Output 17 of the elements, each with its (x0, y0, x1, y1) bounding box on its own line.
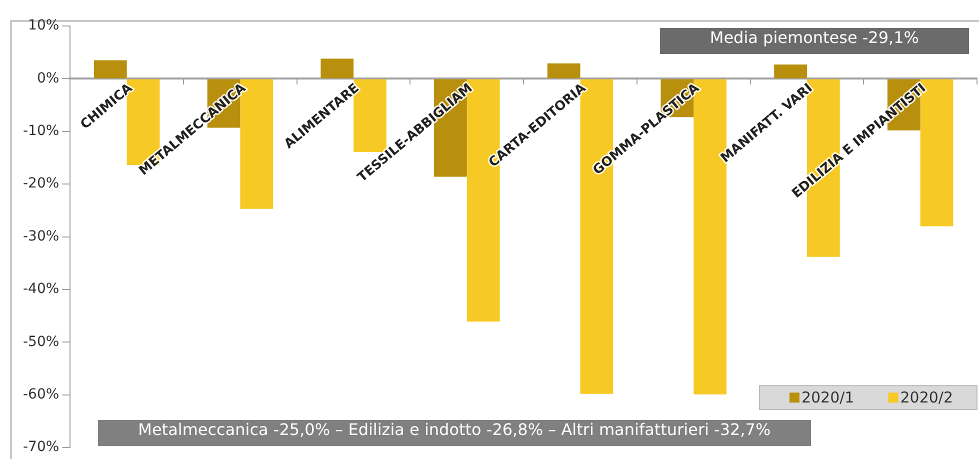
caption-box: Metalmeccanica -25,0% – Edilizia e indotto -26,8% – Altri manifatturieri -32,7% (98, 420, 811, 446)
bar (320, 58, 354, 78)
y-tick-label: -10% (22, 123, 60, 140)
y-tick-label: 0% (36, 70, 60, 86)
legend-label: 2020/1 (801, 388, 854, 406)
y-tick-label: -20% (22, 176, 60, 192)
caption-box: Media piemontese -29,1% (660, 28, 969, 54)
y-tick-label: -40% (22, 281, 60, 298)
y-tick-label: -60% (22, 386, 60, 403)
bar (94, 60, 127, 78)
y-tick-label: -70% (22, 439, 60, 456)
bar (774, 64, 807, 78)
bar (547, 63, 580, 78)
legend-label: 2020/2 (900, 388, 954, 406)
y-tick-label: 10% (28, 18, 60, 34)
y-tick-label: -50% (22, 334, 60, 350)
y-tick-label: -30% (22, 228, 60, 244)
